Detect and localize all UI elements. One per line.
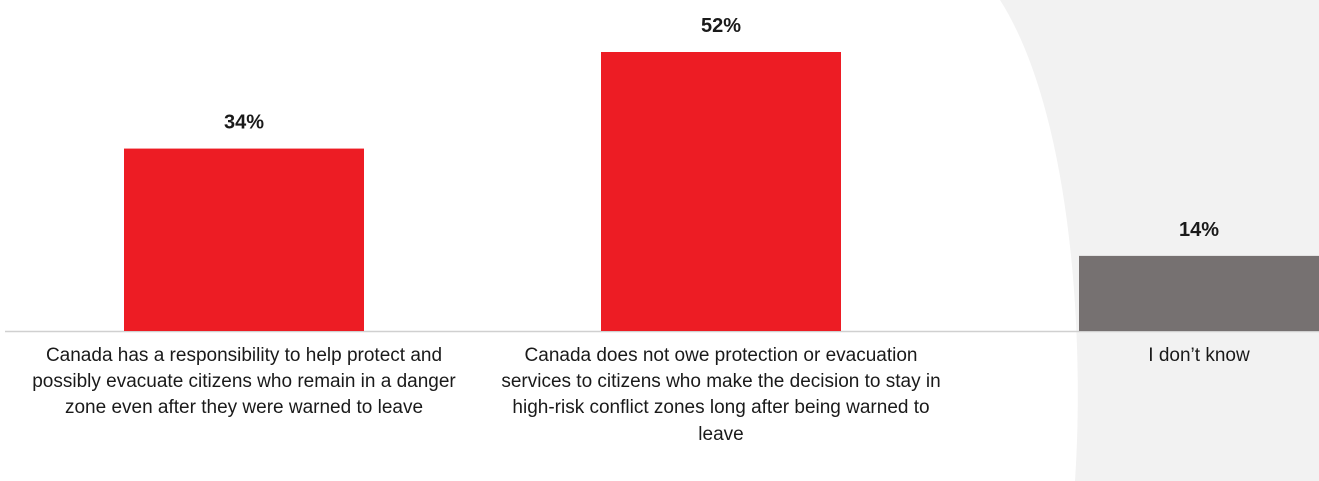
category-label-2: Canada does not owe protection or evacua… (501, 345, 941, 445)
value-label-3: 14% (1179, 219, 1219, 241)
value-labels-group: 34% 52% 14% (224, 15, 1219, 241)
background-panel (1000, 0, 1319, 481)
bar-3 (1079, 255, 1319, 331)
category-label-3: I don’t know (1148, 345, 1250, 366)
value-label-1: 34% (224, 112, 264, 134)
category-label-1: Canada has a responsibility to help prot… (32, 345, 456, 419)
value-label-2: 52% (701, 15, 741, 37)
bar-2 (601, 52, 841, 331)
bars-group (124, 52, 1319, 331)
bar-1 (124, 148, 364, 331)
